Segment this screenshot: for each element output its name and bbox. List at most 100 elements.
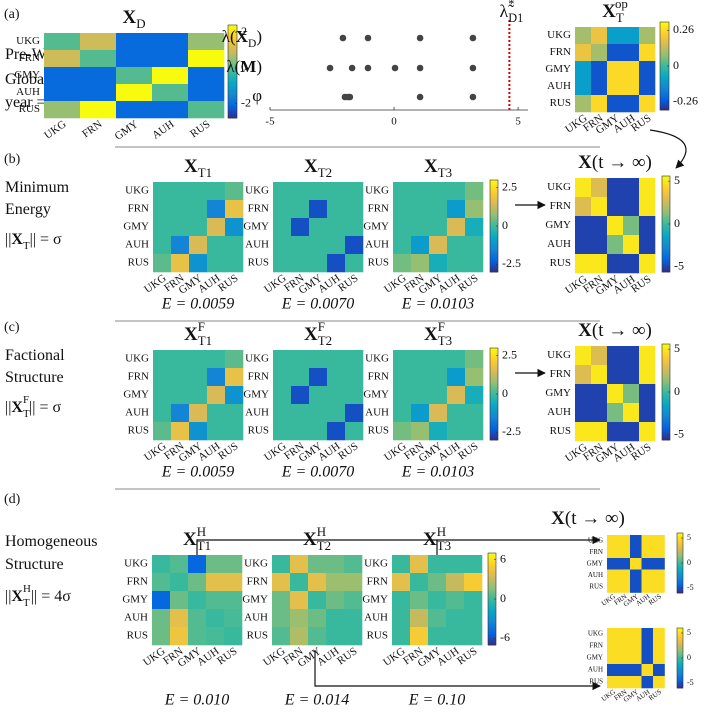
heatmap-cell	[153, 218, 172, 237]
heatmap-cell	[465, 218, 484, 237]
heatmap-cell	[630, 664, 642, 677]
colorbar-step	[677, 638, 683, 640]
colorbar-step	[660, 75, 669, 78]
heatmap-cell	[152, 84, 189, 102]
heatmap-cell	[116, 84, 153, 102]
heatmap-cell	[641, 569, 654, 582]
math-text: XT1	[184, 156, 212, 180]
heatmap-cell	[273, 236, 292, 255]
text-part: || = 4σ	[31, 588, 71, 605]
colorbar-step	[660, 23, 669, 27]
heatmap-cell	[410, 591, 429, 610]
colorbar-step	[662, 194, 670, 197]
colorbar-tick-label: 0	[687, 558, 691, 567]
energy-label: E = 0.0059	[161, 296, 235, 313]
text-part: X	[122, 7, 136, 28]
row-label: AUH	[547, 406, 571, 418]
colorbar-step	[662, 204, 670, 207]
row-label: RUS	[19, 103, 40, 115]
colorbar-step	[490, 203, 498, 206]
colorbar-step	[660, 89, 669, 93]
heatmap-cell	[639, 384, 656, 404]
colorbar-step	[677, 536, 683, 539]
heatmap-cell	[393, 236, 412, 255]
colorbar-step	[677, 664, 683, 666]
colorbar-step	[662, 206, 670, 209]
colorbar-step	[490, 409, 498, 412]
heatmap-cell	[290, 555, 309, 574]
heatmap-cell	[327, 422, 346, 441]
text-part: H	[437, 524, 446, 539]
heatmap-cell	[153, 422, 172, 441]
heatmap-cell	[607, 640, 619, 653]
heatmap-cell	[171, 386, 190, 405]
panel-label: (c)	[4, 320, 20, 335]
text-part: Structure	[5, 556, 64, 573]
colorbar-step	[228, 98, 237, 101]
separators	[115, 146, 600, 490]
colorbar-step	[228, 46, 237, 49]
heatmap-cell	[224, 573, 243, 592]
heatmap-cell	[465, 386, 484, 405]
eigenvalue-dot	[391, 64, 399, 72]
colorbar-step	[677, 590, 683, 593]
colorbar-step	[660, 56, 669, 60]
colorbar-tick-label: 0	[502, 386, 508, 400]
colorbar-step	[677, 565, 683, 568]
heatmap-cell	[465, 422, 484, 441]
eigenvalue-dot	[469, 64, 477, 72]
colorbar-step	[490, 201, 498, 204]
heatmap-cell	[630, 628, 642, 641]
colorbar-step	[677, 653, 683, 655]
math-text: Structure	[5, 369, 64, 386]
heatmap-cell	[639, 346, 656, 366]
colorbar-step	[662, 346, 670, 349]
heatmap-cell	[411, 368, 430, 387]
colorbar-step	[488, 595, 496, 598]
heatmap-cell	[207, 200, 226, 219]
colorbar-step	[662, 382, 670, 385]
math-text: X(t → ∞)	[551, 508, 625, 529]
heatmap-cell	[429, 368, 448, 387]
colorbar-step	[677, 556, 683, 559]
heatmap-cell	[464, 591, 483, 610]
colorbar-step	[662, 196, 670, 199]
heatmap-cell	[641, 676, 654, 689]
math-text: Structure	[5, 556, 64, 573]
text-part: T	[23, 597, 30, 609]
text-part: || = σ	[30, 231, 62, 248]
colorbar-step	[490, 231, 498, 235]
heatmap-cell	[327, 218, 346, 237]
heatmap-cell	[575, 254, 592, 274]
heatmap-cell	[152, 67, 189, 85]
colorbar-step	[490, 374, 498, 378]
heatmap-cell	[171, 236, 190, 255]
colorbar-step	[490, 249, 498, 252]
colorbar-step	[662, 234, 670, 237]
colorbar-step	[660, 29, 669, 32]
heatmap-cell	[308, 591, 327, 610]
math-text: XT1F	[184, 319, 212, 348]
row-label: UKG	[588, 536, 603, 544]
row-label: AUH	[125, 407, 149, 419]
heatmap-cell	[446, 573, 465, 592]
energy-label: E = 0.014	[284, 692, 350, 709]
heatmap-cell	[309, 368, 328, 387]
colorbar-step	[488, 556, 496, 560]
colorbar-step	[677, 655, 683, 658]
arrows	[196, 129, 687, 691]
colorbar-step	[490, 359, 498, 362]
colorbar-step	[228, 67, 237, 70]
colorbar-step	[662, 434, 670, 437]
heatmap-cell	[392, 609, 411, 628]
heatmap-cell	[207, 368, 226, 387]
heatmap-cell	[345, 182, 364, 201]
math-text: XT2F	[304, 319, 332, 348]
heatmap-cell	[575, 422, 592, 442]
heatmap-cell	[607, 569, 619, 582]
colorbar-step	[488, 633, 496, 636]
colorbar-step	[662, 426, 670, 429]
colorbar-step	[228, 32, 237, 36]
colorbar-step	[677, 586, 683, 589]
